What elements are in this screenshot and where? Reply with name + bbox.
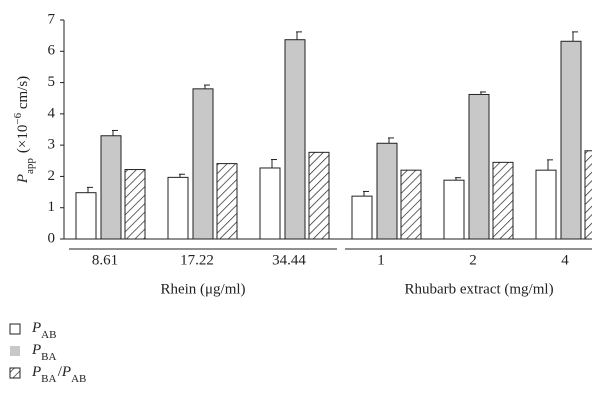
error-bar	[112, 129, 118, 136]
bar	[492, 161, 514, 240]
error-bar	[363, 190, 369, 197]
x-tick-label: 2	[469, 252, 477, 268]
bar	[259, 167, 281, 240]
bar	[124, 169, 146, 240]
bar	[376, 142, 398, 240]
error-bar	[388, 137, 394, 144]
y-tick-label: 2	[48, 168, 56, 184]
group-label: Rhein (μg/ml)	[160, 281, 245, 297]
legend-swatch	[10, 346, 20, 356]
bar	[308, 151, 330, 240]
x-tick-label: 4	[561, 252, 569, 268]
y-axis-label: Papp (×10−6 cm/s)	[12, 76, 36, 184]
error-bar	[204, 84, 210, 89]
bar	[468, 93, 490, 240]
legend-swatch	[9, 323, 21, 335]
error-bar	[87, 186, 93, 193]
error-bar	[179, 173, 185, 178]
group-label: Rhubarb extract (mg/ml)	[404, 281, 553, 297]
legend-swatch	[9, 367, 21, 379]
bar	[75, 192, 97, 240]
error-bar	[547, 159, 553, 171]
bar	[351, 195, 373, 240]
error-bar	[572, 31, 578, 42]
y-tick-label: 0	[48, 230, 56, 246]
y-tick-label: 1	[48, 199, 56, 215]
bar	[284, 39, 306, 240]
error-bar	[480, 91, 486, 95]
bar	[192, 88, 214, 240]
y-tick-label: 3	[48, 137, 56, 153]
bar	[535, 169, 557, 240]
bar	[443, 179, 465, 240]
y-tick-label: 5	[48, 74, 56, 90]
y-tick-label: 6	[48, 43, 56, 59]
y-tick-label: 4	[48, 105, 56, 121]
legend-label: PAB	[31, 320, 58, 340]
bar	[216, 163, 238, 240]
x-tick-label: 1	[377, 252, 385, 268]
legend-label: PBA /PAB	[31, 364, 88, 384]
x-tick-label: 8.61	[92, 252, 118, 268]
y-tick-label: 7	[48, 11, 56, 27]
bar	[100, 135, 122, 240]
bar	[560, 40, 582, 240]
bar	[400, 169, 422, 240]
error-bar	[296, 31, 302, 40]
legend-label: PBA	[31, 342, 58, 362]
error-bar	[271, 159, 277, 168]
x-tick-label: 17.22	[180, 252, 214, 268]
error-bar	[455, 177, 461, 181]
x-tick-label: 34.44	[272, 252, 306, 268]
bar	[167, 176, 189, 240]
bar	[584, 150, 592, 240]
